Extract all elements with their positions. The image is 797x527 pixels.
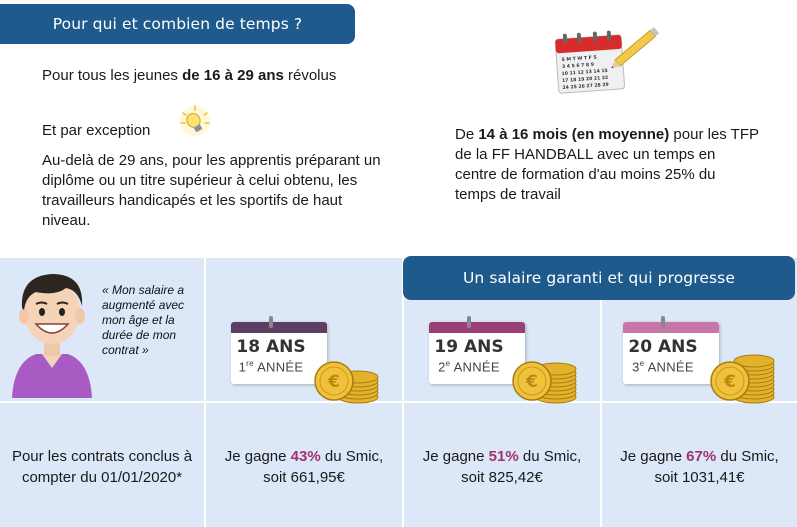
pay-mid: du Smic, [518, 448, 582, 465]
age-label: 20 ANS [628, 337, 698, 357]
year-word: ANNÉE [450, 359, 500, 375]
euro-symbol: € [525, 372, 538, 392]
calendar-pencil-icon: S M T W T F S 3 4 5 6 7 8 9 10 11 12 13 … [554, 27, 660, 94]
age-badge-19: 19 ANS 2e ANNÉE [429, 316, 525, 384]
pay-text-20: Je gagne 67% du Smic, soit 1031,41€ [602, 446, 797, 488]
svg-text:17 18 19 20 21 22: 17 18 19 20 21 22 [562, 75, 609, 84]
duration-suffix: pour les TFP de la FF HANDBALL avec un t… [455, 126, 759, 203]
year-label: 1re ANNÉE [231, 359, 311, 374]
pay-amount: soit 1031,41€ [654, 469, 745, 486]
euro-coin-rim [715, 366, 745, 396]
smic-percent: 67% [686, 448, 717, 465]
coin-stack-icon: € [314, 361, 379, 404]
year-label: 2e ANNÉE [429, 359, 509, 374]
employee-quote: « Mon salaire a augmenté avec mon âge et… [102, 283, 185, 357]
smic-percent: 43% [290, 448, 321, 465]
pay-mid: du Smic, [716, 448, 779, 465]
smiling-person-icon [12, 274, 92, 398]
salary-banner: Un salaire garanti et qui progresse [403, 256, 795, 300]
duration-prefix: De [455, 126, 479, 143]
pay-cell-18 [206, 403, 402, 527]
age-badge-20: 20 ANS 3e ANNÉE [623, 316, 719, 384]
pay-amount: soit 661,95€ [263, 469, 345, 486]
svg-text:S M T W T F S: S M T W T F S [561, 55, 597, 63]
euro-symbol: € [327, 372, 340, 392]
pay-mid: du Smic, [320, 448, 384, 465]
age-label: 19 ANS [434, 337, 504, 357]
pay-text-19: Je gagne 51% du Smic, soit 825,42€ [404, 446, 600, 488]
eligibility-prefix: Pour tous les jeunes [42, 67, 183, 84]
svg-text:24 25 26 27 28 29: 24 25 26 27 28 29 [562, 82, 609, 91]
badge-bar [231, 322, 327, 333]
pay-lead: Je gagne [422, 448, 489, 465]
pay-cell-19 [404, 403, 600, 527]
euro-coin-rim [517, 366, 547, 396]
euro-coin [512, 361, 552, 401]
salary-banner-title: Un salaire garanti et qui progresse [462, 269, 735, 287]
eligibility-age-range: de 16 à 29 ans [182, 67, 284, 84]
pay-lead: Je gagne [620, 448, 687, 465]
year-ordinal: re [246, 359, 254, 368]
duration-months: 14 à 16 mois (en moyenne) [478, 126, 670, 143]
exception-label: Et par exception [42, 122, 151, 139]
badge-bar [429, 322, 525, 333]
badge-ring [467, 316, 471, 328]
pay-cell-20 [602, 403, 797, 527]
pay-lead: Je gagne [224, 448, 291, 465]
smic-percent: 51% [488, 448, 519, 465]
age-badge-18: 18 ANS 1re ANNÉE [231, 316, 327, 384]
contract-note: Pour les contrats conclus à compter du 0… [11, 448, 193, 486]
year-number: 2 [438, 359, 446, 375]
pay-text-18: Je gagne 43% du Smic, soit 661,95€ [206, 446, 402, 488]
year-word: ANNÉE [644, 359, 694, 375]
euro-coin [314, 361, 354, 401]
eligibility-suffix: révolus [283, 67, 337, 84]
lightbulb-icon [180, 105, 210, 136]
euro-coin-rim [319, 366, 349, 396]
contract-note-cell [0, 403, 204, 527]
svg-text:10 11 12 13 14 15: 10 11 12 13 14 15 [561, 68, 608, 77]
duration-text: De 14 à 16 mois (en moyenne) pour les TF… [455, 125, 760, 205]
coin [733, 354, 775, 368]
euro-symbol: € [723, 372, 736, 392]
eligibility-line: Pour tous les jeunes de 16 à 29 ans révo… [42, 66, 372, 86]
coin-stack-icon: € [710, 354, 775, 404]
badge-ring [661, 316, 665, 328]
year-number: 1 [238, 359, 247, 375]
pay-amount: soit 825,42€ [461, 469, 543, 486]
euro-coin [710, 361, 750, 401]
year-number: 3 [632, 359, 640, 375]
exception-body: Au-delà de 29 ans, pour les apprentis pr… [42, 152, 381, 229]
coin-stack-icon: € [512, 361, 577, 404]
svg-text:3 4 5 6 7 8 9: 3 4 5 6 7 8 9 [562, 62, 594, 70]
badge-bar [623, 322, 719, 333]
age-label: 18 ANS [236, 337, 306, 357]
year-label: 3e ANNÉE [623, 359, 703, 374]
year-word: ANNÉE [253, 359, 304, 375]
badge-ring [269, 316, 273, 328]
section-header: Pour qui et combien de temps ? [0, 4, 355, 44]
section-title: Pour qui et combien de temps ? [52, 15, 303, 33]
year-ordinal: e [639, 359, 645, 368]
year-ordinal: e [445, 359, 451, 368]
